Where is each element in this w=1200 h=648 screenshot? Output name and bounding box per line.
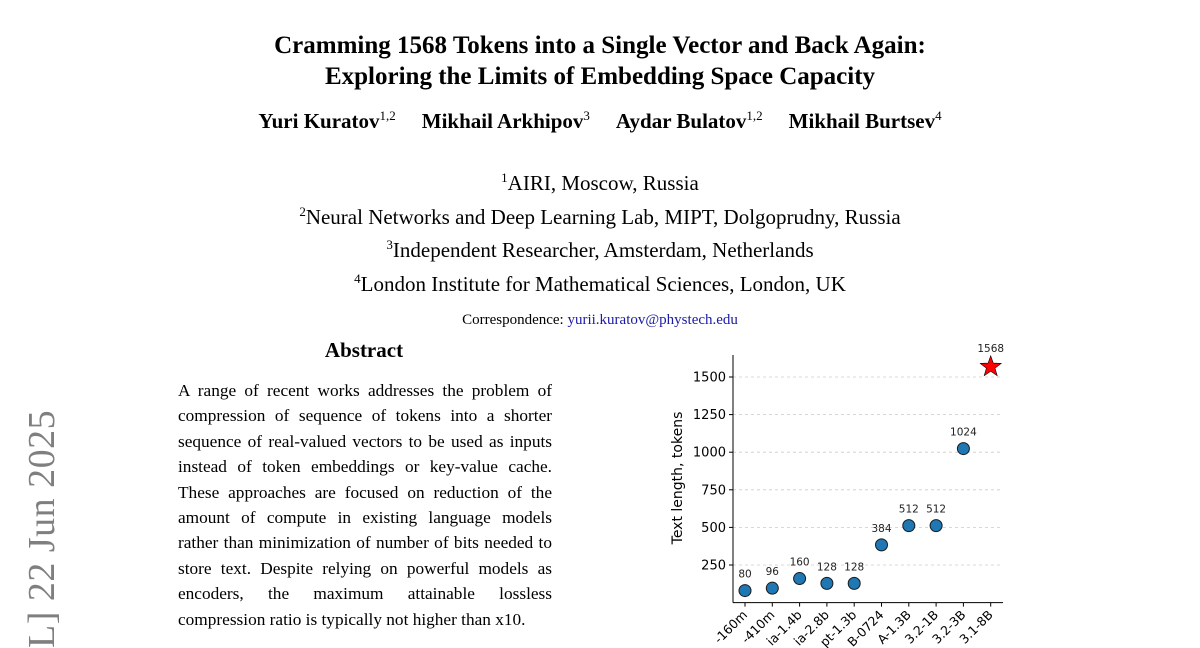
author-list: Yuri Kuratov1,2 Mikhail Arkhipov3 Aydar Bu… — [0, 108, 1200, 134]
affiliation: 3Independent Researcher, Amsterdam, Neth… — [386, 237, 814, 262]
data-label: 1568 — [977, 343, 1004, 355]
y-tick-label: 1250 — [693, 408, 726, 423]
data-label: 512 — [926, 504, 946, 516]
star-marker — [979, 354, 1003, 377]
data-label: 128 — [844, 561, 864, 573]
abstract-heading: Abstract — [324, 338, 404, 362]
affiliation: 1AIRI, Moscow, Russia — [501, 170, 699, 195]
data-label: 96 — [766, 566, 780, 578]
data-point — [820, 576, 834, 590]
correspondence: Correspondence: yurii.kuratov@phystech.e… — [462, 312, 738, 328]
data-label: 160 — [790, 557, 810, 569]
affiliation: 2Neural Networks and Deep Learning Lab, … — [299, 203, 901, 229]
y-tick-label: 1500 — [693, 371, 726, 386]
author: Mikhail Burtsev4 — [788, 108, 942, 133]
data-point — [956, 442, 970, 456]
y-tick-label: 750 — [701, 483, 726, 498]
data-point — [875, 538, 888, 552]
data-label: 1024 — [950, 427, 977, 439]
y-axis-label: Text length, tokens — [670, 412, 686, 546]
affiliations: 1AIRI, Moscow, Russia 2Neural Networks an… — [0, 164, 1200, 298]
y-tick-label: 250 — [701, 559, 726, 574]
data-point — [929, 519, 943, 533]
affiliation: 4London Institute for Mathematical Scien… — [354, 270, 846, 296]
data-label: 80 — [738, 569, 751, 581]
email-link[interactable]: yurii.kuratov@phystech.edu — [567, 312, 738, 328]
data-label: 512 — [899, 504, 919, 516]
author: Yuri Kuratov1,2 — [258, 108, 396, 133]
data-point — [902, 519, 916, 533]
data-point — [793, 572, 807, 586]
paper-title: Cramming 1568 Tokens into a Single Vecto… — [274, 32, 926, 90]
abstract-text: A range of recent works addresses the pr… — [178, 381, 552, 629]
data-point — [765, 581, 779, 595]
data-label: 384 — [871, 523, 891, 535]
data-point — [847, 576, 861, 590]
y-tick-label: 500 — [701, 521, 726, 536]
data-point — [738, 584, 752, 598]
author: Mikhail Arkhipov3 — [421, 108, 590, 133]
data-label: 128 — [817, 561, 837, 573]
author: Aydar Bulatov1,2 — [615, 108, 763, 133]
y-tick-label: 1000 — [693, 446, 726, 461]
